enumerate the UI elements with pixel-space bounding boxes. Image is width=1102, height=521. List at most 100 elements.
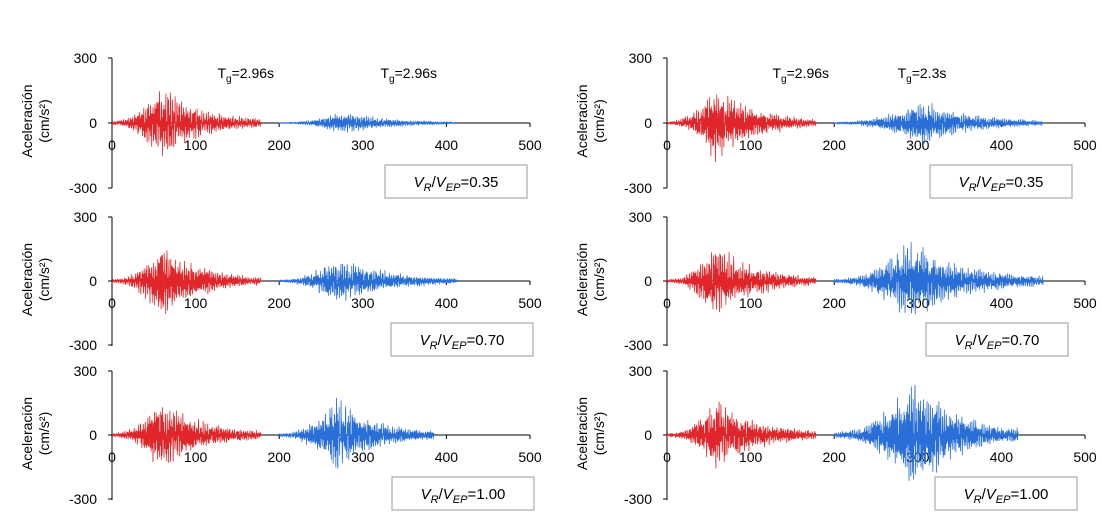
tg-label: Tg=2.96s xyxy=(772,65,829,85)
ratio-box xyxy=(925,322,1069,357)
x-tick-label: 100 xyxy=(739,137,763,153)
x-tick-label: 200 xyxy=(268,295,292,311)
y-tick-label: -300 xyxy=(69,337,97,353)
y-axis-label-line1: Aceleración xyxy=(19,397,35,470)
ratio-v: V xyxy=(959,174,971,191)
y-tick-label: 0 xyxy=(644,427,652,443)
y-axis-label: Aceleración(cm/s²) xyxy=(19,397,52,470)
ratio-vep: V xyxy=(442,332,454,349)
ratio-vep-subscript: EP xyxy=(987,340,1002,352)
ratio-box xyxy=(390,322,534,357)
x-tick-label: 300 xyxy=(351,295,375,311)
ratio-box xyxy=(929,164,1073,199)
y-axis-label-line1: Aceleración xyxy=(574,84,590,157)
ratio-v: V xyxy=(421,486,433,503)
y-tick-label: -300 xyxy=(69,491,97,507)
x-tick-label: 100 xyxy=(739,295,763,311)
ratio-box xyxy=(934,476,1078,511)
ratio-v: V xyxy=(414,174,426,191)
y-tick-label: 0 xyxy=(89,115,97,131)
x-tick-label: 0 xyxy=(108,295,116,311)
tg-label-base: T xyxy=(380,65,389,81)
ratio-label: VR/VEP=1.00 xyxy=(421,486,506,506)
ratio-slash: / xyxy=(439,486,444,503)
x-tick-label: 200 xyxy=(823,295,847,311)
ratio-value: =1.00 xyxy=(467,486,505,503)
tg-label-subscript: g xyxy=(389,74,395,85)
y-axis-label-line1: Aceleración xyxy=(574,397,590,470)
ratio-vep-subscript: EP xyxy=(453,494,468,506)
ratio-v-subscript: R xyxy=(969,182,977,194)
x-tick-label: 0 xyxy=(108,449,116,465)
ratio-v-subscript: R xyxy=(965,340,973,352)
ratio-value: =1.00 xyxy=(1010,486,1048,503)
y-axis-label-line1: Aceleración xyxy=(574,243,590,316)
series-line-event-2 xyxy=(833,384,1019,482)
chart-panel-left-3: 300 0 -300 0 100 200 300 400 500 Aceleración(cm/s… xyxy=(19,363,542,511)
series-line-event-2 xyxy=(278,263,457,301)
ratio-v: V xyxy=(420,332,432,349)
y-tick-label: 0 xyxy=(644,115,652,131)
tg-label-value: =2.96s xyxy=(395,65,437,81)
x-tick-label: 400 xyxy=(435,449,459,465)
series-line-event-1 xyxy=(666,401,817,469)
ratio-value: =0.70 xyxy=(466,332,504,349)
tg-label-subscript: g xyxy=(226,74,232,85)
y-axis-label-line2: (cm/s²) xyxy=(591,99,607,143)
ratio-vep-subscript: EP xyxy=(446,182,461,194)
ratio-value: =0.35 xyxy=(460,174,498,191)
x-tick-label: 500 xyxy=(1073,295,1097,311)
y-axis-label-line2: (cm/s²) xyxy=(36,258,52,302)
y-axis-label: Aceleración(cm/s²) xyxy=(19,243,52,316)
series-line-event-1 xyxy=(111,91,262,156)
x-tick-label: 100 xyxy=(184,449,208,465)
x-tick-label: 0 xyxy=(663,137,671,153)
tg-label-base: T xyxy=(217,65,226,81)
ratio-v-subscript: R xyxy=(431,494,439,506)
y-tick-label: 300 xyxy=(629,363,653,379)
x-tick-label: 200 xyxy=(268,137,292,153)
x-tick-label: 400 xyxy=(990,295,1014,311)
ratio-slash: / xyxy=(982,486,987,503)
y-axis-label-line2: (cm/s²) xyxy=(591,412,607,456)
ratio-label: VR/VEP=0.35 xyxy=(959,174,1044,194)
ratio-vep: V xyxy=(977,332,989,349)
x-tick-label: 100 xyxy=(739,449,763,465)
x-tick-label: 300 xyxy=(351,137,375,153)
series-line-event-1 xyxy=(111,407,262,463)
y-axis-label-line2: (cm/s²) xyxy=(36,412,52,456)
x-tick-label: 400 xyxy=(435,295,459,311)
x-tick-label: 200 xyxy=(268,449,292,465)
y-tick-label: 300 xyxy=(74,363,98,379)
ratio-value: =0.70 xyxy=(1001,332,1039,349)
x-tick-label: 300 xyxy=(351,449,375,465)
x-tick-label: 400 xyxy=(990,137,1014,153)
x-tick-label: 500 xyxy=(518,295,542,311)
x-tick-label: 500 xyxy=(1073,449,1097,465)
ratio-slash: / xyxy=(438,332,443,349)
x-tick-label: 100 xyxy=(184,295,208,311)
x-tick-label: 500 xyxy=(518,449,542,465)
ratio-box xyxy=(391,476,535,511)
x-tick-label: 300 xyxy=(906,137,930,153)
y-tick-label: 0 xyxy=(89,273,97,289)
series-line-event-1 xyxy=(111,250,262,315)
ratio-v-subscript: R xyxy=(430,340,438,352)
y-axis-label: Aceleración(cm/s²) xyxy=(574,243,607,316)
ratio-slash: / xyxy=(977,174,982,191)
y-axis-label-line2: (cm/s²) xyxy=(591,258,607,302)
x-tick-label: 400 xyxy=(435,137,459,153)
ratio-slash: / xyxy=(432,174,437,191)
ratio-label: VR/VEP=0.70 xyxy=(955,332,1040,352)
tg-label-value: =2.3s xyxy=(912,65,947,81)
y-axis-label: Aceleración(cm/s²) xyxy=(19,84,52,157)
y-axis-label-line2: (cm/s²) xyxy=(36,99,52,143)
tg-label-subscript: g xyxy=(781,74,787,85)
ratio-v: V xyxy=(955,332,967,349)
x-tick-label: 0 xyxy=(663,295,671,311)
ratio-label: VR/VEP=0.70 xyxy=(420,332,505,352)
x-tick-label: 400 xyxy=(990,449,1014,465)
y-tick-label: 0 xyxy=(644,273,652,289)
tg-label-subscript: g xyxy=(906,74,912,85)
